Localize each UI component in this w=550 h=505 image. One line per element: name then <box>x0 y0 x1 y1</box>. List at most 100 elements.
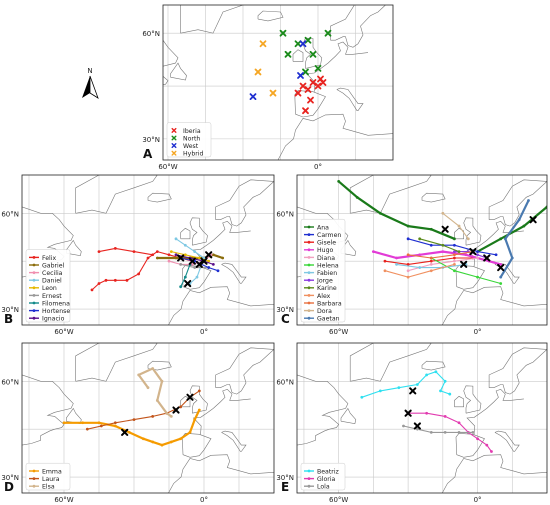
track-point <box>99 424 103 428</box>
legend-swatch <box>171 127 177 133</box>
track-point <box>371 250 375 253</box>
track-point <box>337 179 341 183</box>
legend-label: Lola <box>317 484 330 491</box>
legend-swatch-dot <box>32 286 36 290</box>
track-point <box>425 373 429 377</box>
coastline-path <box>215 179 274 227</box>
legend-label: Filomena <box>42 300 70 307</box>
track-point <box>434 370 438 374</box>
track-point <box>499 275 503 279</box>
track-point <box>179 437 183 441</box>
panel-c: 60°N 30°N 60°W 0° C AnaCarmenGiseleHugoDianaH… <box>276 174 548 336</box>
track-point <box>453 259 456 263</box>
track-point <box>499 282 503 285</box>
track-point <box>179 405 183 409</box>
track-point <box>464 253 468 257</box>
graticule <box>163 5 393 160</box>
track-gloria <box>408 412 492 452</box>
legend-swatch-dot <box>307 469 311 473</box>
marker-north <box>279 29 287 37</box>
track-point <box>402 424 405 428</box>
legend-label: Hugo <box>317 247 334 254</box>
lat-label-30n: 30°N <box>1 306 19 314</box>
legend-swatch-dot <box>307 248 311 252</box>
track-point <box>453 269 456 273</box>
track-point <box>85 427 89 431</box>
legend-label: Emma <box>42 468 62 475</box>
marker-iberia <box>314 82 322 90</box>
lon-label-0: 0° <box>200 328 208 336</box>
track-point <box>151 367 155 370</box>
marker-hybrid <box>269 89 277 97</box>
north-arrow-right <box>89 75 99 99</box>
lon-label-60w: 60°W <box>329 328 348 336</box>
coastline-path <box>349 343 432 382</box>
track-point <box>62 421 66 425</box>
track-point <box>457 250 461 253</box>
panel-letter: D <box>4 480 14 494</box>
marker-west <box>249 93 257 100</box>
track-point <box>471 430 475 434</box>
track-point <box>510 256 514 260</box>
coastline-path <box>180 5 244 34</box>
legend-label: Dora <box>317 308 332 315</box>
map-area <box>22 175 274 325</box>
coastline-path <box>349 175 432 214</box>
genesis-markers <box>441 216 537 272</box>
track-point <box>476 253 479 257</box>
legend-label: Gabriel <box>42 262 65 269</box>
lat-label-60n: 60°N <box>1 210 19 218</box>
legend-label: Daniel <box>42 278 62 285</box>
track-point <box>132 418 136 421</box>
coastline-path <box>215 347 274 395</box>
marker-iberia <box>294 89 302 97</box>
coastline-path <box>463 385 482 414</box>
coastline-path <box>147 360 172 371</box>
track-helena <box>431 257 501 285</box>
track-point <box>429 269 433 273</box>
track-point <box>155 250 159 253</box>
legend-label: Iberia <box>183 128 201 135</box>
marker-north <box>324 29 332 37</box>
marker-north <box>294 40 302 48</box>
track-point <box>183 243 187 247</box>
track-point <box>395 262 398 266</box>
panel-letter: E <box>281 480 289 494</box>
coastline-path <box>466 388 524 435</box>
coastline <box>297 175 547 325</box>
track-point <box>151 415 155 418</box>
track-point <box>476 437 479 441</box>
coastline-path <box>180 395 191 408</box>
track-point <box>188 430 192 434</box>
black-cross-marker <box>413 422 421 430</box>
track-point <box>183 275 187 279</box>
track-point <box>125 278 129 282</box>
track-point <box>378 389 382 393</box>
track-point <box>453 253 456 257</box>
black-cross-marker <box>184 279 192 288</box>
lat-label-30n: 30°N <box>276 474 294 482</box>
lat-label-60n: 60°N <box>142 30 160 38</box>
legend-swatch-dot <box>307 309 311 312</box>
track-point <box>429 259 433 263</box>
coastline-path <box>22 374 74 446</box>
legend-swatch-dot <box>307 294 311 297</box>
track-point <box>132 250 136 253</box>
track-point <box>169 415 173 418</box>
track-point <box>211 253 215 257</box>
coastline-path <box>441 286 547 325</box>
legend-swatch-dot <box>307 301 311 305</box>
coastline-path <box>180 227 191 240</box>
black-cross-marker <box>186 393 194 401</box>
coastline-path <box>257 10 284 22</box>
legend-label: Jorge <box>316 278 333 285</box>
track-point <box>466 237 470 241</box>
coastline-path <box>455 432 485 458</box>
lat-label-60n: 60°N <box>276 210 294 218</box>
marker-west <box>299 40 307 48</box>
coastline-path <box>454 395 464 408</box>
legend-swatch-dot <box>32 263 36 267</box>
legend-swatch-dot <box>307 477 311 480</box>
